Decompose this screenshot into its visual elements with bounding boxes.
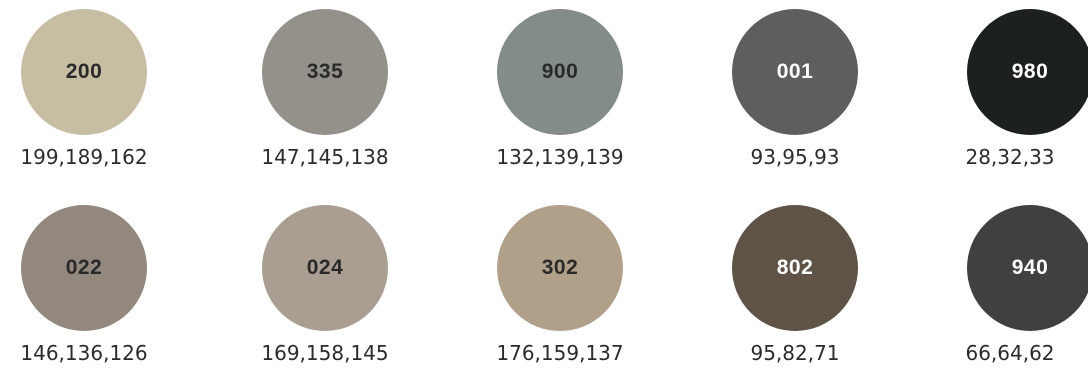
color-code: 900 <box>541 60 579 83</box>
color-circle: 900 <box>497 9 623 135</box>
rgb-value: 146,136,126 <box>20 341 148 365</box>
rgb-value: 66,64,62 <box>965 341 1055 365</box>
color-circle: 022 <box>21 205 147 331</box>
color-code: 940 <box>1011 256 1049 279</box>
rgb-value: 95,82,71 <box>750 341 840 365</box>
color-code: 302 <box>541 256 579 279</box>
color-circle: 200 <box>21 9 147 135</box>
color-code: 001 <box>776 60 814 83</box>
color-circle: 001 <box>732 9 858 135</box>
color-circle: 802 <box>732 205 858 331</box>
rgb-value: 147,145,138 <box>261 145 389 169</box>
color-circle: 980 <box>967 9 1088 135</box>
color-code: 802 <box>776 256 814 279</box>
rgb-value: 169,158,145 <box>261 341 389 365</box>
color-circle: 024 <box>262 205 388 331</box>
rgb-value: 176,159,137 <box>496 341 624 365</box>
rgb-value: 93,95,93 <box>750 145 840 169</box>
color-code: 200 <box>65 60 103 83</box>
color-circle: 940 <box>967 205 1088 331</box>
color-code: 980 <box>1011 60 1049 83</box>
color-circle: 302 <box>497 205 623 331</box>
rgb-value: 28,32,33 <box>965 145 1055 169</box>
color-code: 335 <box>306 60 344 83</box>
rgb-value: 132,139,139 <box>496 145 624 169</box>
color-code: 024 <box>306 256 344 279</box>
rgb-value: 199,189,162 <box>20 145 148 169</box>
color-code: 022 <box>65 256 103 279</box>
color-circle: 335 <box>262 9 388 135</box>
